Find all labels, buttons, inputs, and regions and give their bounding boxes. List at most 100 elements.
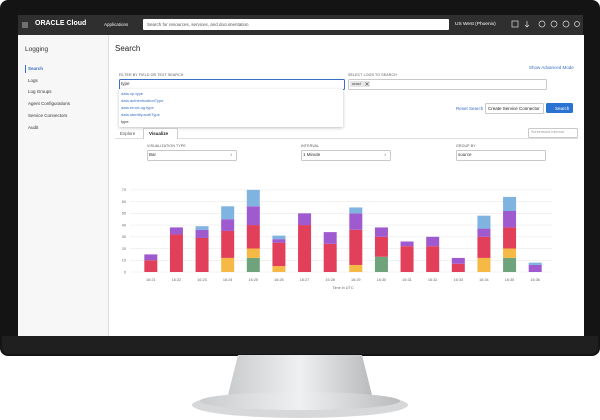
monitor-chin	[2, 336, 598, 354]
connector-button-text: Create Service Connector	[488, 106, 540, 111]
y-tick-label: 0	[124, 270, 126, 274]
y-tick-label: 10	[122, 259, 126, 263]
bar-segment	[374, 256, 388, 272]
suggestion[interactable]: data.op.type	[121, 91, 144, 96]
bar-segment	[246, 257, 260, 272]
x-tick-label: 16:23	[197, 278, 207, 282]
control-select[interactable]	[301, 150, 391, 161]
region-selector[interactable]: US West (Phoenix)	[455, 22, 496, 27]
log-chip	[350, 80, 370, 87]
bar-segment	[400, 246, 414, 272]
logs-label: SELECT LOGS TO SEARCH	[348, 73, 397, 77]
bar-segment	[272, 266, 286, 272]
interval-select-text: Screenshot Interval	[531, 130, 564, 134]
reset-search[interactable]: Reset Search	[456, 106, 484, 111]
nav-icons[interactable]	[510, 19, 580, 30]
suggestion[interactable]: data.errorLog.type	[121, 105, 154, 110]
bar-segment	[528, 264, 542, 272]
control-label: INTERVAL	[301, 144, 320, 148]
control-label: GROUP BY	[456, 144, 476, 148]
sidebar-link[interactable]: Logs	[28, 77, 38, 83]
menu-icon[interactable]	[21, 21, 29, 29]
suggestion[interactable]: type	[121, 119, 129, 124]
bar-segment	[272, 235, 286, 240]
bar-segment	[503, 248, 517, 258]
bar-segment	[246, 189, 260, 207]
bar-segment	[169, 227, 183, 235]
bar-segment	[503, 210, 517, 228]
bar-segment	[221, 257, 235, 272]
bar-segment	[169, 234, 183, 272]
x-axis-label: Time in UTC	[332, 286, 353, 290]
bar-segment	[477, 236, 491, 258]
y-tick-label: 50	[122, 212, 126, 216]
tab[interactable]: Visualize	[149, 131, 169, 136]
bar-segment	[477, 215, 491, 229]
control-label: VISUALIZATION TYPE	[147, 144, 186, 148]
sidebar-link[interactable]: Agent Configurations	[28, 101, 71, 107]
bar-segment	[477, 257, 491, 272]
suggestion[interactable]: data.authenticationType	[121, 98, 164, 103]
sidebar-link[interactable]: Log Groups	[28, 89, 52, 95]
bar-segment	[349, 207, 363, 214]
interval-select[interactable]	[528, 128, 578, 138]
advanced-mode-link[interactable]: Show Advanced Mode	[529, 65, 574, 70]
logs-input[interactable]	[348, 79, 547, 90]
bar-segment	[503, 227, 517, 249]
tab[interactable]: Explore	[120, 131, 136, 136]
x-tick-label: 16:34	[479, 278, 489, 282]
global-search-placeholder: Search for resources, services, and docu…	[147, 22, 249, 27]
chip-remove[interactable]	[365, 82, 369, 86]
filter-value: type	[121, 81, 130, 86]
bar-segment	[246, 225, 260, 249]
x-tick-label: 16:24	[223, 278, 233, 282]
y-tick-label: 60	[122, 200, 126, 204]
bar-segment	[451, 257, 465, 264]
bar-segment	[195, 237, 209, 272]
bar-segment	[400, 241, 414, 247]
sidebar-link[interactable]: Service Connectors	[28, 112, 68, 118]
control-select[interactable]	[147, 150, 237, 161]
x-tick-label: 16:28	[325, 278, 335, 282]
sidebar-link[interactable]: Search	[28, 66, 44, 71]
control-value: Bar	[149, 152, 157, 157]
control-select[interactable]	[456, 150, 546, 161]
y-tick-label: 70	[122, 188, 126, 192]
bar-segment	[144, 260, 158, 272]
x-tick-label: 16:36	[530, 278, 540, 282]
brand[interactable]: ORACLE Cloud	[35, 20, 87, 27]
y-tick-label: 30	[122, 235, 126, 239]
bar-segment	[221, 206, 235, 220]
applications-menu[interactable]: Applications	[104, 22, 129, 27]
x-tick-label: 16:35	[505, 278, 515, 282]
bar-segment	[374, 236, 388, 257]
bar-segment	[221, 230, 235, 258]
suggestion-dropdown	[119, 89, 343, 127]
search-button[interactable]	[546, 103, 573, 113]
sidebar-link[interactable]: Audit	[28, 124, 39, 130]
bar-segment	[272, 239, 286, 243]
x-tick-label: 16:25	[249, 278, 259, 282]
bar-segment	[451, 263, 465, 272]
global-search[interactable]	[143, 19, 449, 30]
x-tick-label: 16:27	[300, 278, 310, 282]
connector-button[interactable]	[485, 103, 544, 114]
bar-segment	[246, 248, 260, 258]
active-tab	[143, 128, 178, 139]
x-tick-label: 16:32	[428, 278, 438, 282]
bar-segment	[349, 264, 363, 272]
tab-divider	[115, 138, 578, 139]
suggestion[interactable]: data.identity.authType	[121, 112, 160, 117]
bar-segment	[272, 242, 286, 267]
bar-segment	[298, 213, 312, 226]
bar-segment	[195, 229, 209, 238]
page-title: Search	[115, 44, 141, 53]
x-tick-label: 16:21	[146, 278, 156, 282]
filter-label: FILTER BY FIELD OR TEXT SEARCH	[119, 73, 184, 77]
bar-segment	[323, 232, 337, 244]
x-tick-label: 16:29	[351, 278, 361, 282]
bar-segment	[374, 227, 388, 237]
bar-segment	[221, 219, 235, 231]
bar-segment	[426, 236, 440, 247]
